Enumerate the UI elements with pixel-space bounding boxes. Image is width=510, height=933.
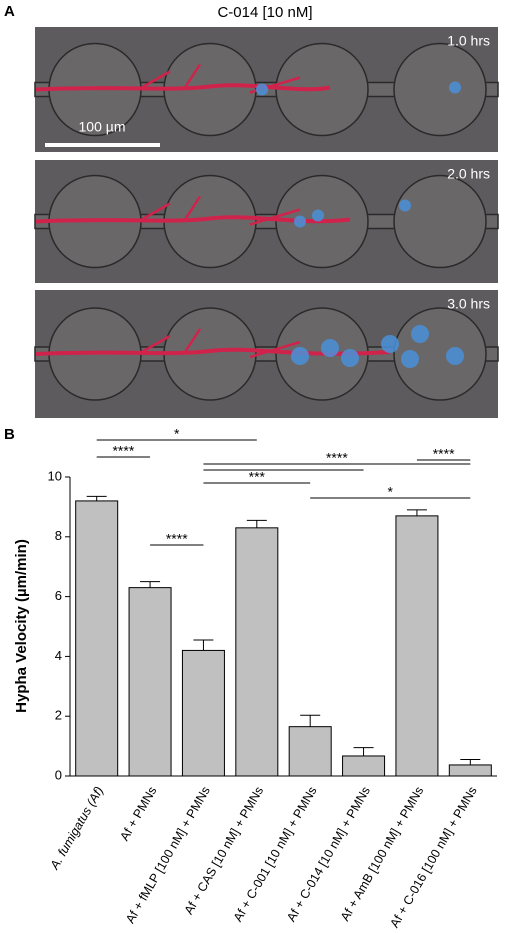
cell <box>294 215 306 228</box>
bar <box>235 527 279 777</box>
scale-bar <box>45 143 160 147</box>
cell <box>321 339 339 357</box>
cell <box>446 347 464 365</box>
channel-line <box>34 213 499 230</box>
y-tick-label: 0 <box>55 767 62 782</box>
hypha <box>35 347 391 356</box>
y-tick-label: 8 <box>55 528 62 543</box>
cell <box>381 335 399 353</box>
y-tick-label: 6 <box>55 588 62 603</box>
y-tick-label: 10 <box>48 468 62 483</box>
cell <box>411 325 429 343</box>
y-axis-label: Hypha Velocity (µm/min) <box>13 539 30 713</box>
x-tick-label: A. fumigatus (Af) <box>47 784 106 872</box>
x-tick-label: Af + PMNs <box>117 784 159 843</box>
bar <box>181 649 225 777</box>
y-tick-label: 4 <box>55 648 62 663</box>
cell <box>341 349 359 367</box>
significance-label: **** <box>433 446 455 462</box>
hypha <box>35 83 331 92</box>
bar <box>342 755 386 777</box>
scale-bar-label: 100 µm <box>79 119 126 135</box>
significance-label: * <box>174 426 180 442</box>
y-tick-label: 2 <box>55 708 62 723</box>
panel-title: C-014 [10 nM] <box>217 4 312 21</box>
channel <box>34 174 499 269</box>
cell <box>449 81 461 94</box>
bar <box>448 764 492 777</box>
chamber <box>393 174 487 269</box>
time-label: 1.0 hrs <box>447 33 490 49</box>
cell <box>312 209 324 222</box>
channel <box>34 42 499 137</box>
significance-label: * <box>388 484 394 500</box>
bar <box>288 726 332 777</box>
significance-label: **** <box>166 531 188 547</box>
hypha <box>139 328 301 359</box>
cell <box>401 350 419 368</box>
significance-label: **** <box>326 450 348 466</box>
significance-label: **** <box>112 443 134 459</box>
hypha <box>139 195 301 226</box>
bar <box>75 500 119 777</box>
cell <box>291 347 309 365</box>
panel-letter: A <box>4 3 15 20</box>
cell <box>256 83 268 96</box>
time-label: 2.0 hrs <box>447 166 490 182</box>
chamber <box>393 42 487 137</box>
cell <box>399 199 411 212</box>
bar <box>128 587 172 777</box>
panel-letter: B <box>4 426 15 443</box>
significance-label: *** <box>249 469 266 485</box>
time-label: 3.0 hrs <box>447 296 490 312</box>
bar <box>395 515 439 777</box>
